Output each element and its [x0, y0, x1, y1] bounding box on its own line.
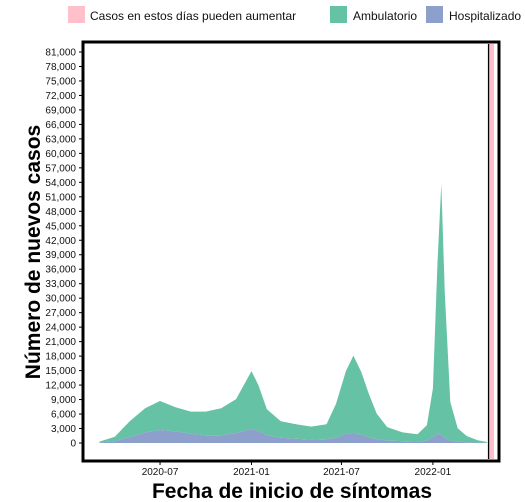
pending-cases-band — [488, 44, 495, 459]
legend-swatch-hospitalizado — [426, 6, 443, 23]
y-axis-title: Número de nuevos casos — [22, 125, 45, 379]
y-tick-label: 24,000 — [45, 323, 76, 334]
x-tick-label: 2020-07 — [142, 467, 179, 478]
y-axis: 0 3,000 6,000 9,000 12,000 15,000 18,000 21,000… — [45, 48, 83, 450]
x-tick-label: 2022-01 — [415, 467, 452, 478]
y-tick-label: 51,000 — [45, 192, 76, 203]
y-tick-label: 0 — [70, 439, 76, 450]
y-tick-label: 78,000 — [45, 62, 76, 73]
y-tick-label: 30,000 — [45, 294, 76, 305]
legend-label-hospitalizado: Hospitalizado — [449, 9, 521, 23]
y-tick-label: 36,000 — [45, 265, 76, 276]
plot-frame — [81, 40, 501, 463]
legend: Casos en estos días pueden aumentar Ambu… — [68, 6, 521, 23]
y-tick-label: 54,000 — [45, 178, 76, 189]
y-tick-label: 72,000 — [45, 91, 76, 102]
y-tick-label: 60,000 — [45, 149, 76, 160]
y-tick-label: 3,000 — [51, 424, 76, 435]
y-tick-label: 45,000 — [45, 221, 76, 232]
y-tick-label: 81,000 — [45, 48, 76, 59]
y-tick-label: 6,000 — [51, 410, 76, 421]
x-tick-label: 2021-07 — [323, 467, 360, 478]
y-tick-label: 33,000 — [45, 279, 76, 290]
y-tick-label: 48,000 — [45, 207, 76, 218]
legend-label-ambulatorio: Ambulatorio — [353, 9, 417, 23]
y-tick-label: 18,000 — [45, 352, 76, 363]
y-tick-label: 39,000 — [45, 250, 76, 261]
legend-swatch-ambulatorio — [330, 6, 347, 23]
legend-swatch-pending — [68, 6, 85, 23]
y-tick-label: 15,000 — [45, 366, 76, 377]
y-tick-label: 66,000 — [45, 120, 76, 131]
y-tick-label: 21,000 — [45, 337, 76, 348]
x-axis-title: Fecha de inicio de síntomas — [152, 480, 432, 502]
x-axis: 2020-07 2021-01 2021-07 2022-01 — [142, 461, 452, 478]
y-tick-label: 9,000 — [51, 395, 76, 406]
plot-area — [99, 44, 495, 459]
y-tick-label: 27,000 — [45, 308, 76, 319]
legend-label-pending: Casos en estos días pueden aumentar — [90, 9, 296, 23]
y-tick-label: 69,000 — [45, 105, 76, 116]
series-area-ambulatorio — [99, 183, 488, 443]
series-area-hospitalizado — [99, 429, 488, 443]
y-tick-label: 42,000 — [45, 236, 76, 247]
y-tick-label: 63,000 — [45, 134, 76, 145]
y-tick-label: 75,000 — [45, 76, 76, 87]
y-tick-label: 12,000 — [45, 381, 76, 392]
y-tick-label: 57,000 — [45, 163, 76, 174]
x-tick-label: 2021-01 — [233, 467, 270, 478]
